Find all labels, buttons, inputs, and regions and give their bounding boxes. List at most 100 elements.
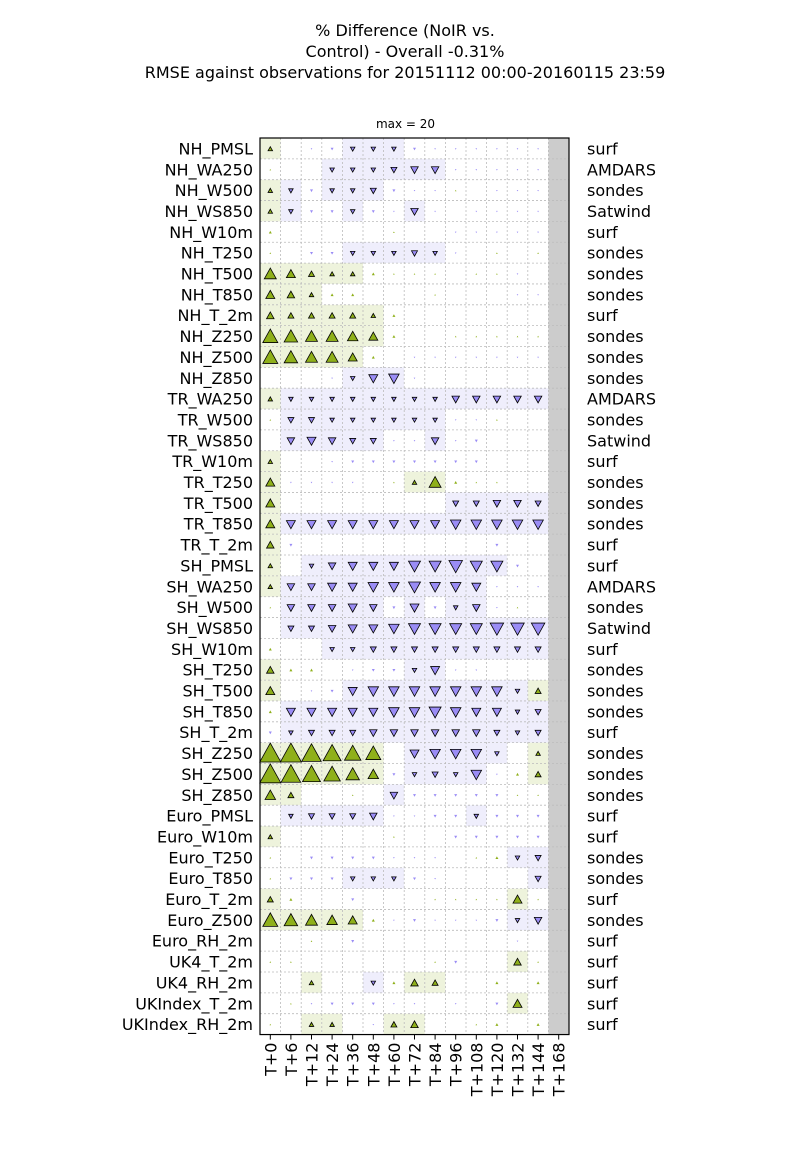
decrease-marker — [434, 189, 436, 192]
decrease-marker — [449, 582, 462, 593]
increase-marker — [392, 314, 396, 317]
obs-type-label: sondes — [587, 244, 644, 263]
increase-marker — [267, 396, 274, 402]
increase-marker — [265, 289, 276, 299]
decrease-marker — [367, 582, 380, 593]
decrease-marker — [387, 707, 400, 718]
decrease-marker — [532, 519, 545, 531]
increase-marker — [290, 1002, 292, 1005]
decrease-marker — [496, 773, 498, 776]
decrease-marker — [454, 252, 457, 254]
missing-column — [548, 138, 569, 1035]
chart-title-line-2: Control) - Overall -0.31% — [305, 42, 505, 61]
decrease-marker — [390, 146, 397, 152]
decrease-marker — [413, 189, 416, 192]
decrease-marker — [516, 273, 519, 275]
decrease-marker — [330, 877, 334, 881]
row-label: NH_WA250 — [165, 160, 253, 180]
decrease-marker — [492, 395, 502, 404]
row-label: NH_T500 — [181, 265, 253, 285]
decrease-marker — [496, 169, 498, 171]
decrease-marker — [371, 668, 375, 672]
obs-type-label: sondes — [587, 515, 644, 534]
column-label: T+72 — [406, 1043, 425, 1088]
column-label: T+6 — [282, 1043, 301, 1077]
decrease-marker — [387, 582, 400, 593]
row-label: TR_WA250 — [167, 390, 253, 410]
decrease-marker — [368, 374, 379, 384]
decrease-marker — [471, 604, 481, 613]
row-label: UK4_T_2m — [169, 953, 253, 973]
increase-marker — [475, 1023, 478, 1026]
decrease-marker — [368, 561, 379, 572]
decrease-marker — [474, 439, 478, 443]
obs-type-label: Satwind — [587, 202, 651, 221]
decrease-marker — [411, 396, 418, 403]
decrease-marker — [347, 603, 358, 613]
column-label: T+144 — [529, 1043, 548, 1098]
increase-marker — [325, 350, 339, 363]
obs-type-label: surf — [587, 807, 618, 826]
column-label: T+108 — [467, 1043, 486, 1098]
increase-marker — [365, 745, 382, 760]
decrease-marker — [429, 748, 442, 760]
obs-type-label: sondes — [587, 473, 644, 492]
decrease-marker — [471, 707, 482, 718]
decrease-marker — [392, 606, 396, 610]
increase-marker — [269, 606, 272, 609]
decrease-marker — [369, 187, 377, 195]
decrease-marker — [349, 250, 356, 257]
obs-type-label: surf — [587, 890, 618, 909]
decrease-marker — [388, 561, 400, 572]
increase-marker — [410, 978, 419, 987]
decrease-marker — [393, 857, 395, 859]
decrease-marker — [286, 604, 296, 613]
increase-marker — [269, 877, 272, 880]
decrease-marker — [534, 500, 542, 508]
decrease-marker — [533, 916, 543, 925]
decrease-marker — [351, 940, 355, 943]
increase-marker — [328, 311, 336, 319]
increase-marker — [496, 419, 498, 421]
decrease-marker — [349, 396, 356, 403]
increase-marker — [346, 330, 359, 342]
increase-marker — [475, 898, 478, 901]
decrease-marker — [413, 147, 416, 151]
increase-marker — [269, 252, 272, 254]
decrease-marker — [475, 210, 478, 213]
decrease-marker — [307, 604, 316, 613]
decrease-marker — [371, 856, 375, 860]
decrease-marker — [389, 791, 399, 800]
increase-marker — [280, 763, 302, 783]
decrease-marker — [470, 769, 483, 781]
increase-marker — [268, 710, 272, 714]
obs-type-label: sondes — [587, 702, 644, 721]
decrease-marker — [310, 1003, 313, 1005]
decrease-marker — [516, 169, 519, 171]
decrease-marker — [536, 835, 540, 839]
increase-marker — [516, 794, 519, 796]
increase-marker — [268, 647, 272, 651]
decrease-marker — [537, 356, 539, 359]
decrease-marker — [409, 603, 420, 613]
decrease-marker — [371, 460, 375, 464]
decrease-marker — [516, 940, 519, 943]
decrease-marker — [428, 560, 442, 573]
decrease-marker — [516, 835, 519, 839]
decrease-marker — [434, 210, 436, 213]
decrease-marker — [329, 396, 336, 403]
row-label: NH_Z850 — [180, 369, 254, 389]
decrease-marker — [449, 686, 462, 698]
decrease-marker — [516, 586, 519, 588]
row-label: NH_PMSL — [178, 139, 253, 159]
increase-marker — [535, 750, 542, 756]
decrease-marker — [349, 376, 356, 382]
increase-marker — [263, 267, 277, 280]
decrease-marker — [327, 625, 337, 634]
increase-marker — [349, 270, 356, 277]
row-label: SH_WS850 — [166, 619, 253, 639]
decrease-marker — [347, 707, 358, 718]
obs-type-label: sondes — [587, 869, 644, 888]
decrease-marker — [413, 794, 416, 797]
decrease-marker — [454, 148, 457, 150]
